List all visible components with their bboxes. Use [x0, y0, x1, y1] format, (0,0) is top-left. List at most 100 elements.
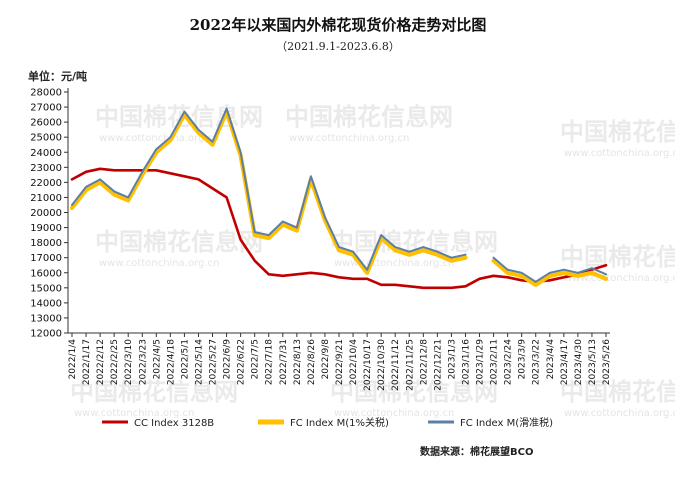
series-3-point	[253, 231, 256, 234]
series-3-point	[408, 250, 411, 253]
watermark-layer: 中国棉花信息网 www.cottonchina.org.cn 中国棉花信息网 www.…	[70, 103, 675, 419]
y-tick-label: 27000	[30, 103, 62, 114]
series-3-point	[267, 234, 270, 237]
watermark-text: 中国棉花信息网	[560, 378, 675, 406]
y-axis: 12000 13000 14000 15000 16000 17000 18000 19000…	[30, 88, 69, 340]
series-3-point	[113, 190, 116, 193]
x-tick-label: 2022/12/8	[419, 339, 429, 385]
series-2-point	[169, 139, 172, 142]
series-1-point	[225, 196, 228, 199]
x-tick-label: 2023/1/16	[461, 339, 471, 385]
series-3-point	[99, 178, 101, 181]
series-3-point	[464, 253, 467, 256]
watermark-text: 中国棉花信息网	[560, 118, 675, 146]
series-3-point	[71, 204, 73, 206]
series-3-point	[591, 267, 593, 270]
y-tick-label: 18000	[30, 238, 62, 249]
legend: CC Index 3128B FC Index M(1%关税) FC Index M…	[102, 416, 553, 429]
series-2-point	[352, 253, 354, 256]
y-tick-label: 23000	[30, 163, 62, 174]
series-2-point	[85, 189, 87, 191]
x-tick-label: 2022/2/12	[96, 339, 106, 385]
series-2-point	[295, 229, 298, 232]
x-tick-label: 2022/5/1	[180, 339, 190, 379]
series-3-point	[548, 271, 551, 274]
x-tick-label: 2022/5/14	[194, 339, 204, 385]
watermark-text: 中国棉花信息网	[330, 378, 498, 406]
series-2-point	[155, 151, 158, 154]
x-tick-label: 2023/1/3	[447, 339, 457, 379]
x-tick-label: 2023/4/17	[560, 339, 570, 385]
x-tick-label: 2022/7/31	[279, 339, 289, 385]
series-layer	[69, 107, 609, 290]
x-tick-label: 2022/10/30	[377, 339, 387, 391]
series-3-point	[352, 250, 354, 253]
series-1-point	[605, 264, 607, 267]
series-3-point	[450, 256, 453, 259]
series-1-point	[281, 274, 284, 277]
series-1-point	[113, 169, 116, 172]
series-1-point	[464, 285, 467, 288]
watermark-subtext: www.cottonchina.org.cn	[99, 258, 219, 269]
x-tick-label: 2022/4/18	[166, 339, 176, 385]
x-tick-label: 2022/5/27	[209, 339, 219, 385]
y-tick-label: 25000	[30, 133, 62, 144]
series-2-point	[281, 223, 284, 226]
series-1-point	[295, 273, 298, 276]
series-3-point	[520, 271, 523, 274]
y-tick-label: 24000	[30, 148, 62, 159]
series-1-point	[422, 286, 425, 289]
series-1-point	[562, 276, 565, 279]
series-1-point	[380, 283, 383, 286]
series-3-point	[141, 170, 144, 173]
y-tick-label: 17000	[30, 253, 62, 264]
x-tick-label: 2023/3/9	[518, 339, 528, 380]
series-2-point	[436, 253, 439, 256]
series-1-point	[85, 170, 87, 173]
series-1-point	[338, 276, 340, 279]
series-1-point	[506, 276, 509, 279]
series-2-point	[577, 274, 579, 277]
series-2-point	[492, 259, 495, 262]
x-tick-label: 2023/2/11	[490, 339, 500, 385]
y-tick-label: 16000	[30, 268, 62, 279]
y-tick-label: 22000	[30, 178, 62, 189]
x-tick-label: 2022/1/4	[68, 339, 78, 380]
x-tick-label: 2022/8/26	[307, 339, 317, 385]
series-3-point	[211, 140, 214, 143]
series-3-point	[281, 220, 284, 223]
x-tick-label: 2022/10/4	[349, 339, 359, 385]
watermark-subtext: www.cottonchina.org.cn	[289, 133, 409, 144]
series-3-point	[380, 234, 383, 237]
y-tick-label: 20000	[30, 208, 62, 219]
series-3-point	[338, 246, 340, 249]
x-tick-label: 2022/9/8	[321, 339, 331, 380]
series-3-point	[310, 175, 312, 178]
series-3-point	[366, 268, 368, 271]
series-3-point	[506, 268, 509, 271]
series-1-point	[267, 273, 270, 276]
legend-label-2: FC Index M(1%关税)	[290, 416, 389, 429]
series-3-point	[155, 148, 158, 151]
watermark-subtext: www.cottonchina.org.cn	[564, 408, 675, 419]
series-2-point	[450, 259, 453, 262]
series-3-point	[295, 226, 298, 229]
data-source-note: 数据来源：棉花展望BCO	[420, 445, 533, 458]
series-2-point	[534, 283, 537, 286]
watermark-subtext: www.cottonchina.org.cn	[564, 148, 675, 159]
series-2-point	[562, 271, 565, 274]
series-1-point	[183, 175, 186, 178]
y-tick-label: 14000	[30, 298, 62, 309]
x-tick-label: 2022/12/21	[433, 339, 443, 391]
watermark-subtext: www.cottonchina.org.cn	[564, 273, 675, 284]
series-3-point	[324, 216, 326, 218]
series-2-point	[366, 271, 368, 274]
series-1-point	[253, 259, 256, 262]
series-1-point	[352, 277, 354, 280]
x-tick-label: 2022/11/12	[391, 339, 401, 391]
series-3-point	[127, 196, 130, 199]
series-2-point	[197, 131, 200, 134]
series-3-point	[577, 271, 579, 274]
series-3-point	[534, 280, 537, 283]
x-tick-label: 2022/7/18	[265, 339, 275, 385]
